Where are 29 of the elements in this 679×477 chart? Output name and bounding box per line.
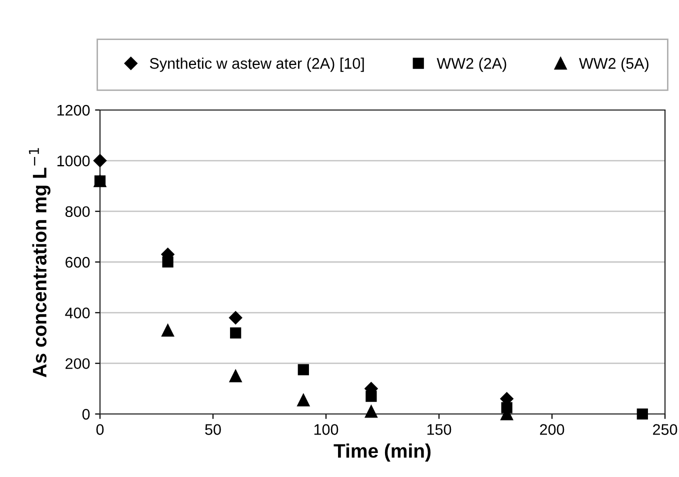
- x-tick-label: 150: [427, 424, 452, 435]
- x-tick-label: 200: [540, 424, 564, 435]
- point: [229, 311, 242, 324]
- y-tick-label: 1200: [57, 104, 90, 116]
- point: [229, 370, 242, 382]
- legend-label: WW2 (2A): [436, 58, 506, 72]
- x-tick-label: 50: [205, 424, 221, 435]
- point: [162, 324, 174, 337]
- point: [501, 402, 512, 414]
- x-tick-label: 0: [96, 424, 104, 435]
- point: [93, 154, 107, 168]
- point: [298, 364, 309, 376]
- y-tick-label: 800: [65, 206, 90, 218]
- point: [94, 175, 106, 186]
- y-tick-label: 0: [82, 408, 90, 420]
- point: [364, 405, 378, 418]
- legend-label: WW2 (5A): [579, 58, 648, 72]
- y-axis-title: As concentration mg L$^{−1}$: [28, 148, 50, 378]
- point: [230, 327, 242, 338]
- x-axis-title: Time (min): [334, 444, 431, 462]
- y-tick-label: 600: [66, 256, 90, 268]
- x-tick-label: 250: [653, 424, 678, 435]
- x-tick-label: 100: [314, 424, 338, 435]
- point: [297, 394, 310, 406]
- y-tick-label: 400: [65, 308, 90, 318]
- y-tick-label: 200: [66, 358, 90, 370]
- legend-label: Synthetic w astew ater (2A) [10]: [150, 58, 364, 72]
- y-tick-label: 1000: [57, 156, 90, 166]
- point: [636, 408, 648, 420]
